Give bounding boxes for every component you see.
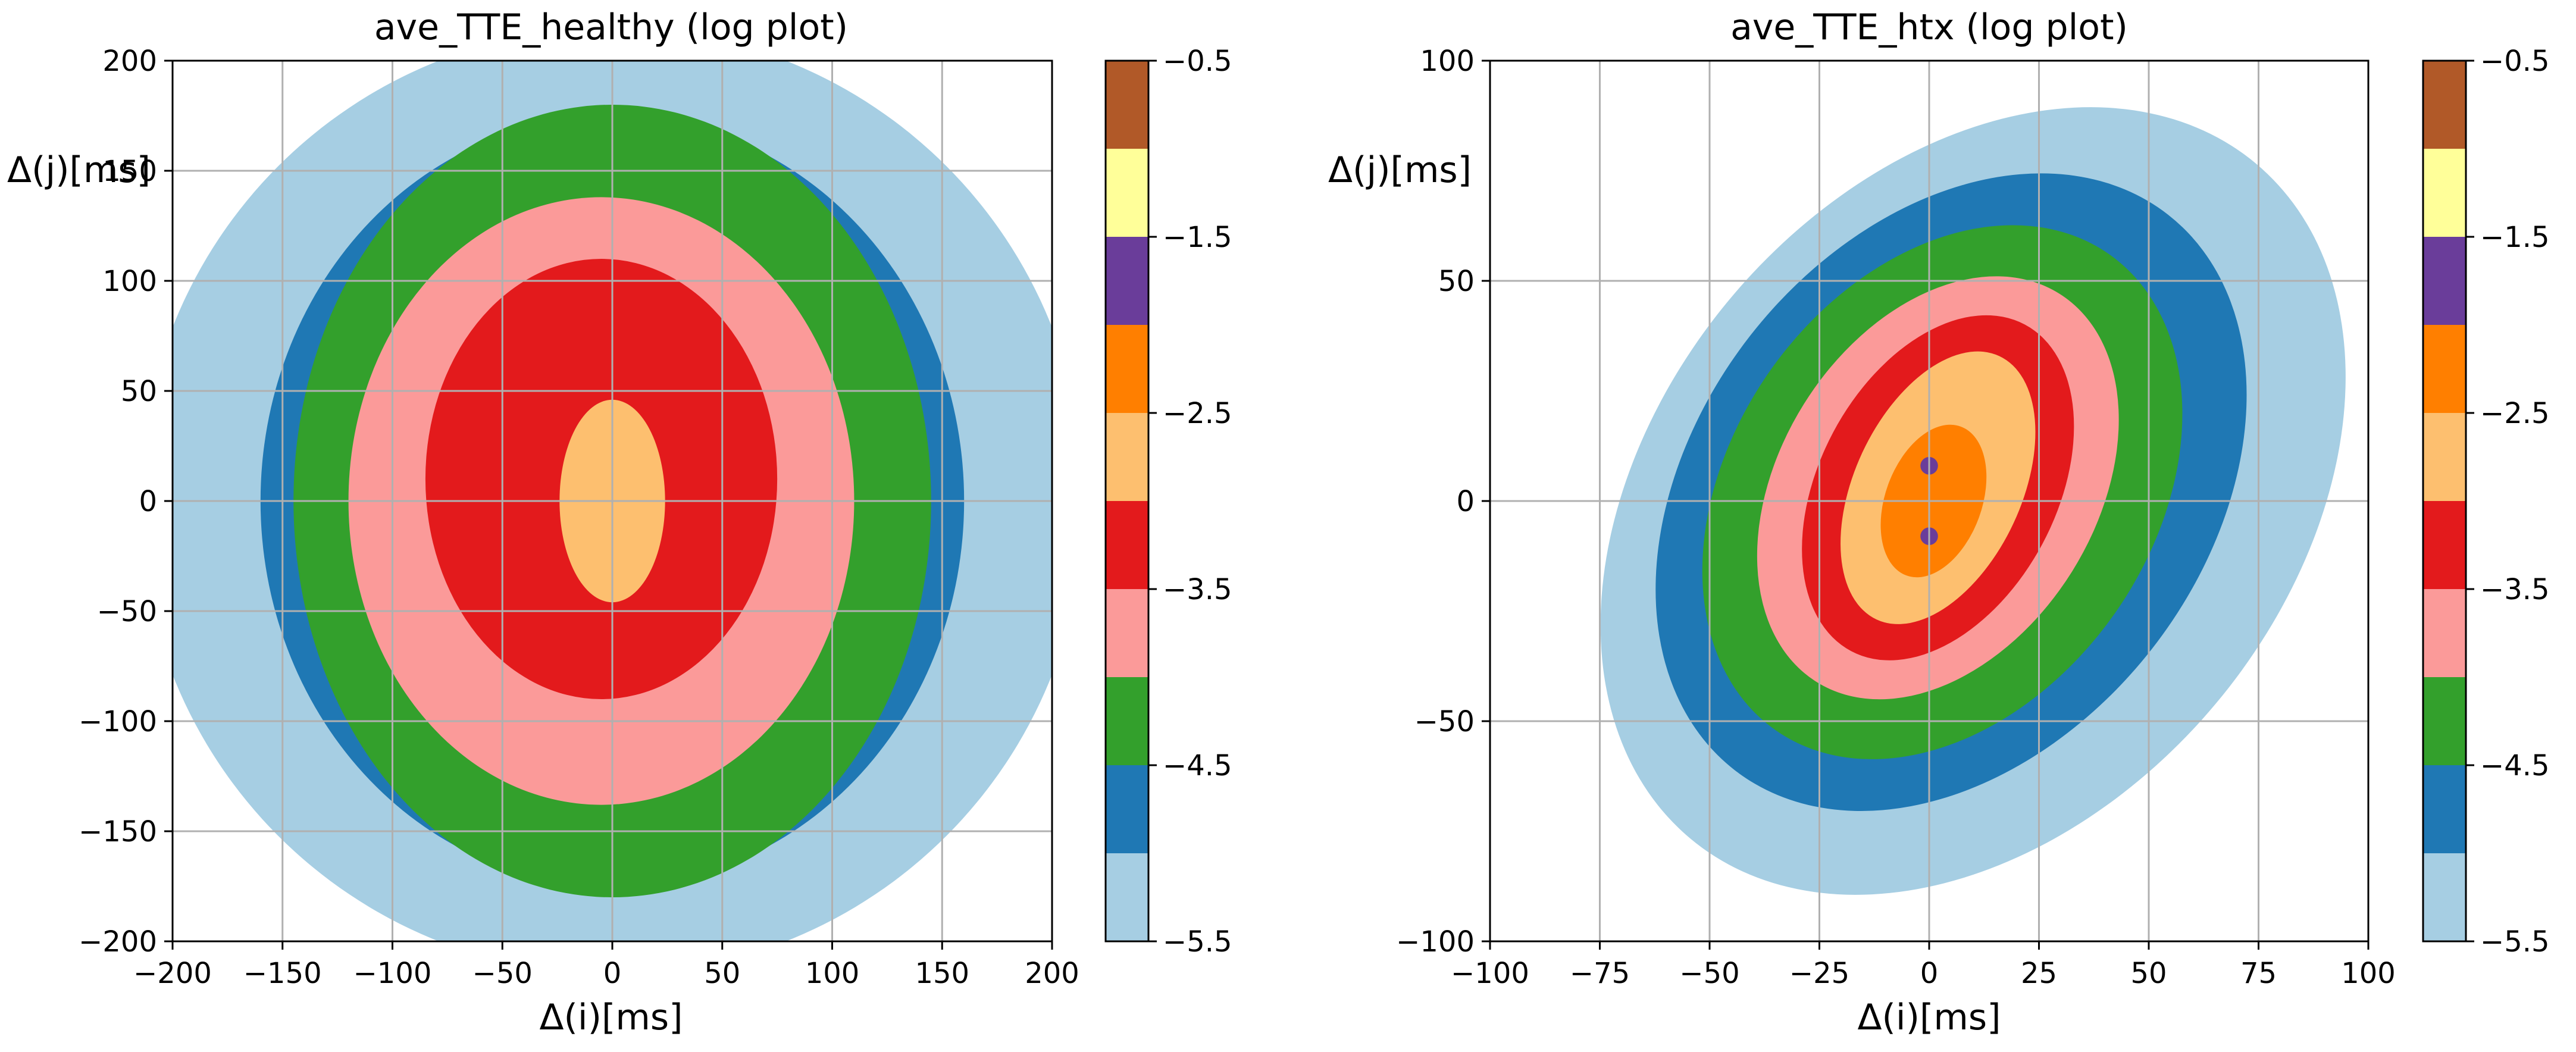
y-tick-label: 100 [102,265,157,298]
colorbar-tick-label: −3.5 [2480,573,2550,606]
y-tick-label: −100 [79,705,157,738]
x-tick-label: 100 [2341,957,2396,990]
y-tick-label: −100 [1396,925,1475,959]
x-tick-label: 200 [1025,957,1079,990]
colorbar-swatch [2423,853,2466,941]
colorbar-swatch [1106,413,1148,501]
colorbar-tick-label: −2.5 [2480,397,2550,430]
colorbar-tick-label: −4.5 [1163,749,1232,782]
colorbar-swatch [2423,501,2466,589]
y-tick-label: −50 [1414,705,1475,738]
y-tick-label: −150 [79,815,157,849]
y-tick-label: 100 [1420,45,1475,78]
x-tick-label: −200 [133,957,212,990]
colorbar-tick-label: −0.5 [2480,45,2550,78]
y-tick-label: −200 [79,925,157,959]
colorbar-frame [1104,60,1150,943]
x-tick-label: 150 [915,957,969,990]
colorbar-swatch [2423,589,2466,677]
colorbar-swatch [1106,501,1148,589]
x-axis-label: Δ(i)[ms] [539,997,683,1038]
colorbar-swatch [2423,677,2466,765]
y-tick-label: 0 [1456,485,1475,518]
colorbar: −5.5 −4.5 −3.5 −2.5 −1.5 −0.5 [1104,45,1232,959]
colorbar-tick-label: −1.5 [2480,221,2550,254]
colorbar-swatch [1106,61,1148,149]
htx-panel: ave_TTE_htx (log plot) Δ(i)[ms] Δ(j)[ms]… [1328,7,2550,1038]
chart-title: ave_TTE_htx (log plot) [1730,7,2128,48]
colorbar-tick-label: −5.5 [1163,925,1232,959]
colorbar-tick-label: −0.5 [1163,45,1232,78]
colorbar-tick-label: −3.5 [1163,573,1232,606]
x-tick-label: −150 [243,957,322,990]
colorbar-tick-label: −1.5 [1163,221,1232,254]
y-tick-label: 50 [121,375,157,408]
x-tick-label: 75 [2240,957,2277,990]
colorbar-swatch [1106,325,1148,413]
x-tick-label: 25 [2021,957,2057,990]
y-axis-label: Δ(j)[ms] [1328,149,1472,191]
y-tick-label: 200 [102,45,157,78]
y-tick-label: 50 [1438,265,1475,298]
x-tick-label: −75 [1570,957,1630,990]
contour-regions [1600,107,2346,895]
x-tick-label: −50 [472,957,533,990]
x-tick-label: 50 [704,957,740,990]
healthy-panel: ave_TTE_healthy (log plot) Δ(i)[ms] Δ(j)… [7,7,1232,1038]
x-tick-label: 0 [603,957,622,990]
colorbar-tick-label: −5.5 [2480,925,2550,959]
x-tick-label: −100 [1451,957,1529,990]
chart-title: ave_TTE_healthy (log plot) [374,7,848,48]
grid [173,61,1052,941]
colorbar-swatch [2423,413,2466,501]
colorbar-swatch [1106,765,1148,853]
colorbar-frame [2422,60,2467,943]
x-tick-label: 0 [1920,957,1939,990]
colorbar-swatch [1106,589,1148,677]
colorbar-swatch [2423,765,2466,853]
grid [1490,61,2368,941]
colorbar-swatch [2423,149,2466,237]
colorbar-swatch [2423,325,2466,413]
x-tick-label: −100 [353,957,432,990]
y-tick-label: −50 [97,595,157,628]
y-axis-label: Δ(j)[ms] [7,149,151,191]
colorbar-tick-label: −4.5 [2480,749,2550,782]
x-tick-label: 100 [805,957,860,990]
colorbar-swatch [1106,677,1148,765]
colorbar-swatch [2423,237,2466,325]
x-axis-label: Δ(i)[ms] [1857,997,2001,1038]
x-tick-label: −50 [1679,957,1739,990]
y-tick-label: 0 [139,485,157,518]
colorbar-swatch [2423,61,2466,149]
colorbar-swatch [1106,853,1148,941]
colorbar-swatch [1106,149,1148,237]
colorbar-swatch [1106,237,1148,325]
y-tick-label: 150 [102,155,157,188]
x-tick-label: −25 [1789,957,1849,990]
x-tick-label: 50 [2130,957,2167,990]
colorbar-tick-label: −2.5 [1163,397,1232,430]
colorbar: −5.5 −4.5 −3.5 −2.5 −1.5 −0.5 [2422,45,2550,959]
